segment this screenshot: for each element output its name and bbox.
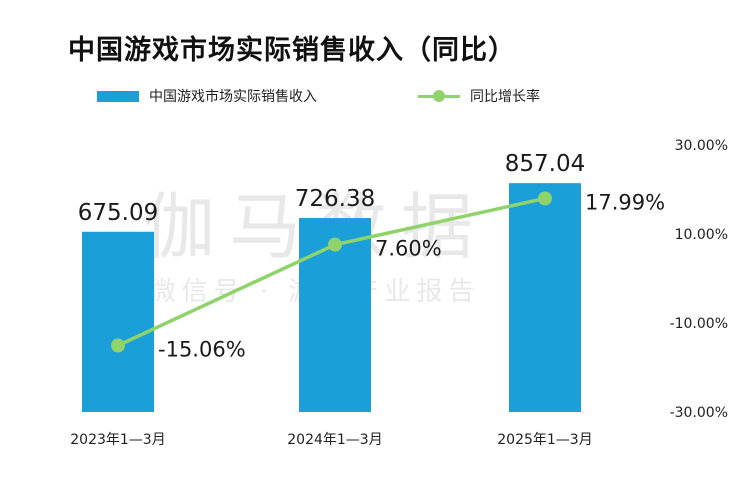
- bar-value-label: 726.38: [295, 186, 375, 212]
- legend-item-growth: 同比增长率: [418, 86, 540, 106]
- bar: [509, 183, 581, 412]
- legend-swatch-line: [418, 89, 460, 103]
- growth-value-label: 17.99%: [585, 190, 665, 214]
- x-tick-label: 2024年1—3月: [287, 432, 382, 448]
- legend-label-growth: 同比增长率: [470, 89, 540, 105]
- bar-value-label: 857.04: [505, 151, 585, 177]
- right-axis-tick-label: 30.00%: [675, 138, 728, 154]
- legend-label-revenue: 中国游戏市场实际销售收入: [149, 89, 317, 105]
- right-axis-tick-label: 10.00%: [675, 227, 728, 243]
- growth-point: [538, 191, 552, 206]
- growth-point: [111, 338, 125, 353]
- legend-swatch-bar: [97, 90, 139, 102]
- legend-item-revenue: 中国游戏市场实际销售收入: [97, 86, 317, 106]
- growth-point: [328, 237, 342, 252]
- bar: [82, 231, 154, 412]
- x-tick-label: 2023年1—3月: [70, 432, 165, 448]
- growth-value-label: -15.06%: [158, 338, 246, 362]
- growth-value-label: 7.60%: [375, 237, 442, 261]
- right-axis-tick-label: -10.00%: [670, 316, 728, 332]
- x-tick-label: 2025年1—3月: [497, 432, 592, 448]
- bar-value-label: 675.09: [78, 200, 158, 226]
- right-axis-tick-label: -30.00%: [670, 405, 728, 421]
- chart-title: 中国游戏市场实际销售收入（同比）: [68, 35, 516, 66]
